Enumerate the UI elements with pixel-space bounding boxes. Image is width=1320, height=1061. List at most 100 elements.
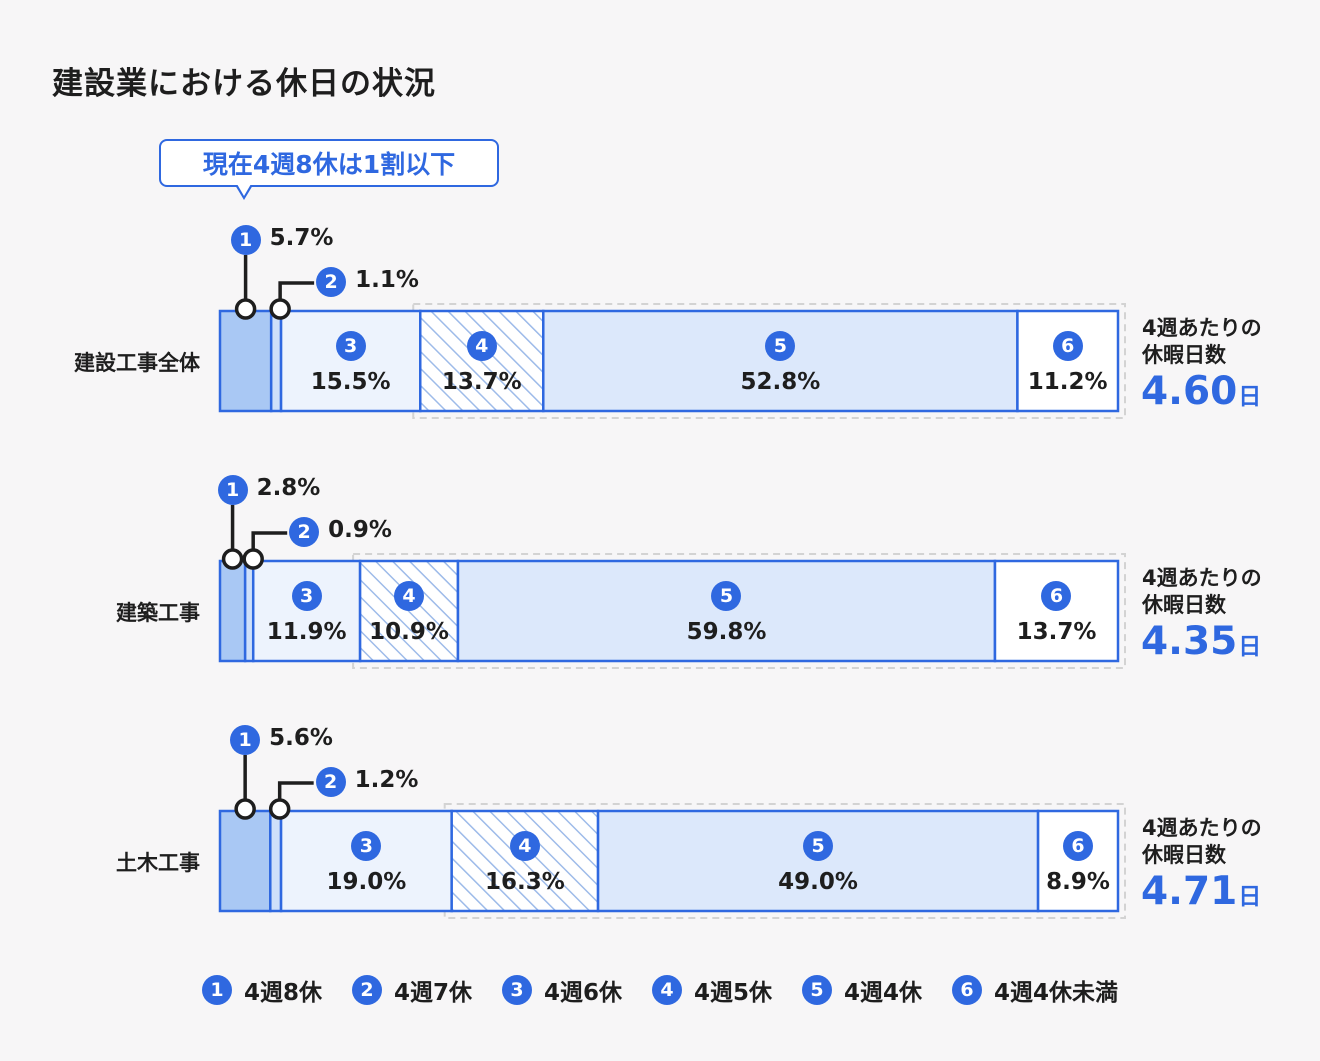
annotation-number-2: 2 [316,267,347,297]
legend-label: 4週4休 [844,980,923,1006]
legend-label: 4週7休 [393,980,472,1006]
segment-value-5: 59.8% [686,619,767,645]
segment-value-4: 10.9% [369,619,449,645]
segment-number-4: 4 [394,581,425,611]
legend-item-5: 5 4週4休 [802,972,922,1008]
side-label-line2: 休暇日数 [1142,343,1226,367]
bar-segment-2 [269,809,283,913]
dashed-group-box [412,303,1126,419]
average-days: 4.60日 [1141,369,1261,414]
row-label: 土木工事 [116,851,200,875]
legend-number: 1 [201,975,232,1005]
legend-label: 4週8休 [243,980,322,1006]
bar-segment-3 [251,559,362,663]
legend-number: 6 [952,975,983,1005]
side-label-line2: 休暇日数 [1142,593,1226,617]
annotation-value-2: 1.2% [354,767,419,793]
chart-title: 建設業における休日の状況 [52,66,436,102]
segment-value-6: 8.9% [1046,869,1110,895]
annotation-number-2: 2 [315,767,346,797]
bar-segment-3 [279,809,453,913]
bar-segment-6 [993,559,1120,663]
side-label-line1: 4週あたりの [1142,816,1262,840]
average-days: 4.35日 [1141,619,1261,664]
callout-tail [235,184,253,200]
annotation-value-1: 5.6% [269,725,333,751]
segment-number-3: 3 [291,581,322,611]
legend-number: 3 [501,975,532,1005]
legend-item-6: 6 4週4休未満 [952,972,1118,1008]
legend-label: 4週4休未満 [994,980,1119,1006]
legend-item-4: 4 4週5休 [652,972,772,1008]
bar-segment-1 [218,309,273,413]
annotation-number-2: 2 [289,517,320,547]
segment-number-4: 4 [466,331,497,361]
callout-box: 現在4週8休は1割以下 [159,139,499,187]
average-days-value: 4.35 [1141,619,1238,664]
bar-segment-1 [218,809,272,913]
legend-item-2: 2 4週7休 [351,972,472,1008]
bar-segment-5 [456,559,997,663]
bar-segment-1 [218,559,247,663]
segment-number-4: 4 [509,831,540,861]
segment-number-3: 3 [351,831,382,861]
connector-dot-1 [221,548,244,570]
segment-value-4: 13.7% [441,369,522,395]
segment-number-6: 6 [1052,331,1083,361]
bar-segment-5 [596,809,1040,913]
annotation-number-1: 1 [230,225,261,255]
side-label-line1: 4週あたりの [1142,566,1262,590]
side-label-line2: 休暇日数 [1142,843,1226,867]
segment-number-5: 5 [765,331,796,361]
legend-item-3: 3 4週6休 [501,972,622,1008]
bar-segment-6 [1036,809,1120,913]
segment-value-3: 11.9% [266,619,347,645]
segment-number-3: 3 [335,331,366,361]
average-days-unit: 日 [1238,384,1262,410]
connector-dot-2 [242,548,264,570]
bar-segment-6 [1016,309,1120,413]
connector-dot-2 [268,798,291,820]
dashed-group-box [352,553,1126,669]
segment-value-3: 15.5% [310,369,391,395]
segment-value-4: 16.3% [484,869,565,895]
segment-number-6: 6 [1063,831,1094,861]
bar-segment-3 [279,309,422,413]
annotation-number-1: 1 [217,475,248,505]
legend-item-1: 1 4週8休 [201,972,322,1008]
legend-number: 2 [351,975,382,1005]
legend-number: 5 [802,975,833,1005]
segment-value-6: 13.7% [1016,619,1097,645]
legend-label: 4週6休 [543,980,622,1006]
bar-segment-5 [542,309,1019,413]
segment-number-6: 6 [1041,581,1072,611]
segment-value-5: 49.0% [778,869,858,895]
legend-label: 4週5休 [694,980,773,1006]
dashed-group-box [443,803,1126,919]
segment-number-5: 5 [711,581,742,611]
side-label-line1: 4週あたりの [1142,316,1262,340]
connector-dot-1 [234,298,257,320]
average-days: 4.71日 [1141,869,1261,914]
legend-number: 4 [652,975,682,1005]
legend: 1 4週8休 2 4週7休 3 4週6休 4 4週5休 5 4週4休 6 4週4… [0,972,1320,1008]
average-days-unit: 日 [1238,634,1262,660]
annotation-value-1: 5.7% [269,225,334,251]
annotation-number-1: 1 [230,725,261,755]
average-days-unit: 日 [1238,884,1262,910]
bar-segment-2 [269,309,283,413]
annotation-value-2: 1.1% [355,267,419,293]
segment-value-3: 19.0% [326,869,407,895]
bar-segment-4 [358,559,460,663]
bar-segment-4 [419,309,545,413]
connector-dot-2 [269,298,291,320]
annotation-value-1: 2.8% [256,475,321,501]
annotation-value-2: 0.9% [328,517,392,543]
row-label: 建設工事全体 [74,351,200,375]
average-days-value: 4.60 [1141,369,1238,414]
row-label: 建築工事 [116,601,200,625]
bar-segment-4 [450,809,600,913]
segment-value-6: 11.2% [1027,369,1108,395]
